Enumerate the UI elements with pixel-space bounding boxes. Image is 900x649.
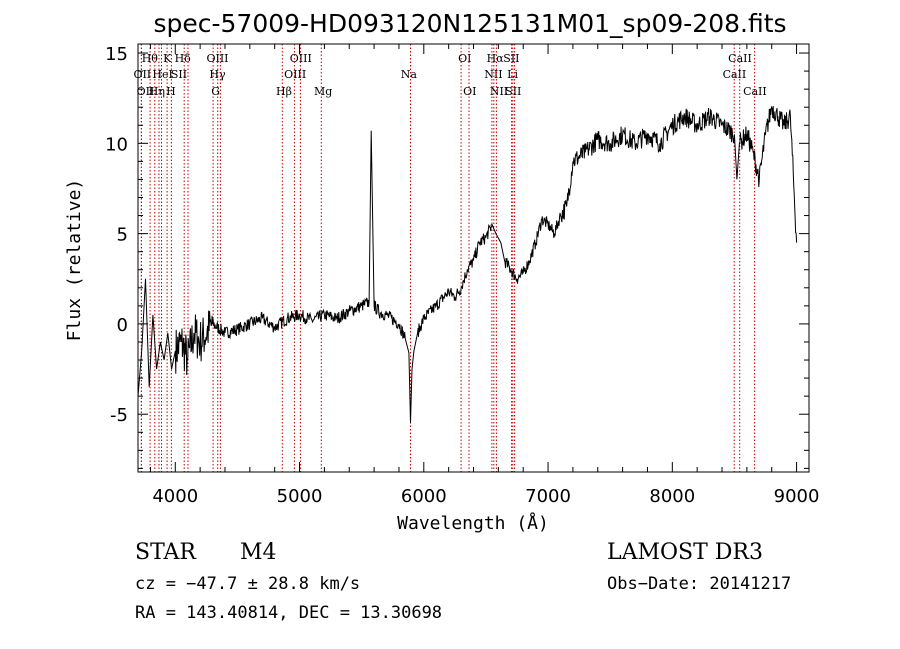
line-label: OII: [137, 85, 155, 98]
line-label: K: [163, 52, 172, 65]
x-tick-label: 7000: [525, 486, 571, 507]
object-subclass: M4: [240, 540, 277, 565]
spectrum-chart: spec-57009-HD093120N125131M01_sp09-208.f…: [64, 9, 819, 534]
line-label: OIII: [284, 68, 306, 81]
y-tick-label: -5: [110, 405, 128, 426]
x-tick-label: 4000: [152, 486, 198, 507]
line-label: Hη: [149, 85, 165, 98]
y-tick-label: 10: [105, 134, 128, 155]
line-label: CaII: [723, 68, 747, 81]
line-label: HeI: [152, 68, 172, 81]
x-tick-label: 5000: [277, 486, 323, 507]
line-label: NII: [490, 85, 508, 98]
x-axis-label: Wavelength (Å): [397, 512, 549, 534]
coordinates: RA = 143.40814, DEC = 13.30698: [135, 603, 443, 623]
line-label: NII: [484, 68, 502, 81]
spectrum-line: [137, 105, 798, 424]
y-tick-label: 0: [117, 315, 128, 336]
line-label: OIII: [206, 52, 228, 65]
line-label: SII: [171, 68, 187, 81]
survey-name: LAMOST DR3: [607, 540, 763, 565]
x-tick-label: 6000: [401, 486, 447, 507]
line-label: OI: [458, 52, 471, 65]
x-tick-label: 8000: [649, 486, 695, 507]
redshift-info: cz = −47.7 ± 28.8 km/s: [135, 574, 361, 594]
line-label: SII: [505, 85, 521, 98]
y-tick-label: 5: [117, 225, 128, 246]
chart-title: spec-57009-HD093120N125131M01_sp09-208.f…: [153, 9, 786, 38]
line-label: Li: [507, 68, 518, 81]
line-label: Na: [401, 68, 418, 81]
line-label: OII: [133, 68, 151, 81]
observation-date: Obs−Date: 20141217: [607, 574, 792, 594]
line-label: Hθ: [142, 52, 159, 65]
y-tick-label: 15: [105, 44, 128, 65]
line-label: Hγ: [209, 68, 226, 81]
line-label: H: [166, 85, 176, 98]
line-label: G: [211, 85, 220, 98]
line-label: OI: [463, 85, 476, 98]
object-class: STAR: [135, 540, 196, 565]
x-tick-label: 9000: [774, 486, 820, 507]
line-label: CaII: [728, 52, 752, 65]
spectrum-series: [137, 105, 798, 424]
line-label: Hα: [487, 52, 505, 65]
spectral-line-markers: Hθ Hη HeI K H SII Hδ G Hγ OIII Hβ OIII OIII Mg Na OI OI N…: [133, 44, 767, 472]
line-label: OIII: [290, 52, 312, 65]
line-label: Mg: [314, 85, 332, 98]
line-label: CaII: [743, 85, 767, 98]
y-axis-label: Flux (relative): [64, 179, 85, 342]
axis-ticks: 4000 5000 6000 7000 8000 9000 -5 0 5 10 15: [105, 44, 819, 507]
line-label: Hδ: [175, 52, 192, 65]
line-label: Hβ: [276, 85, 292, 98]
